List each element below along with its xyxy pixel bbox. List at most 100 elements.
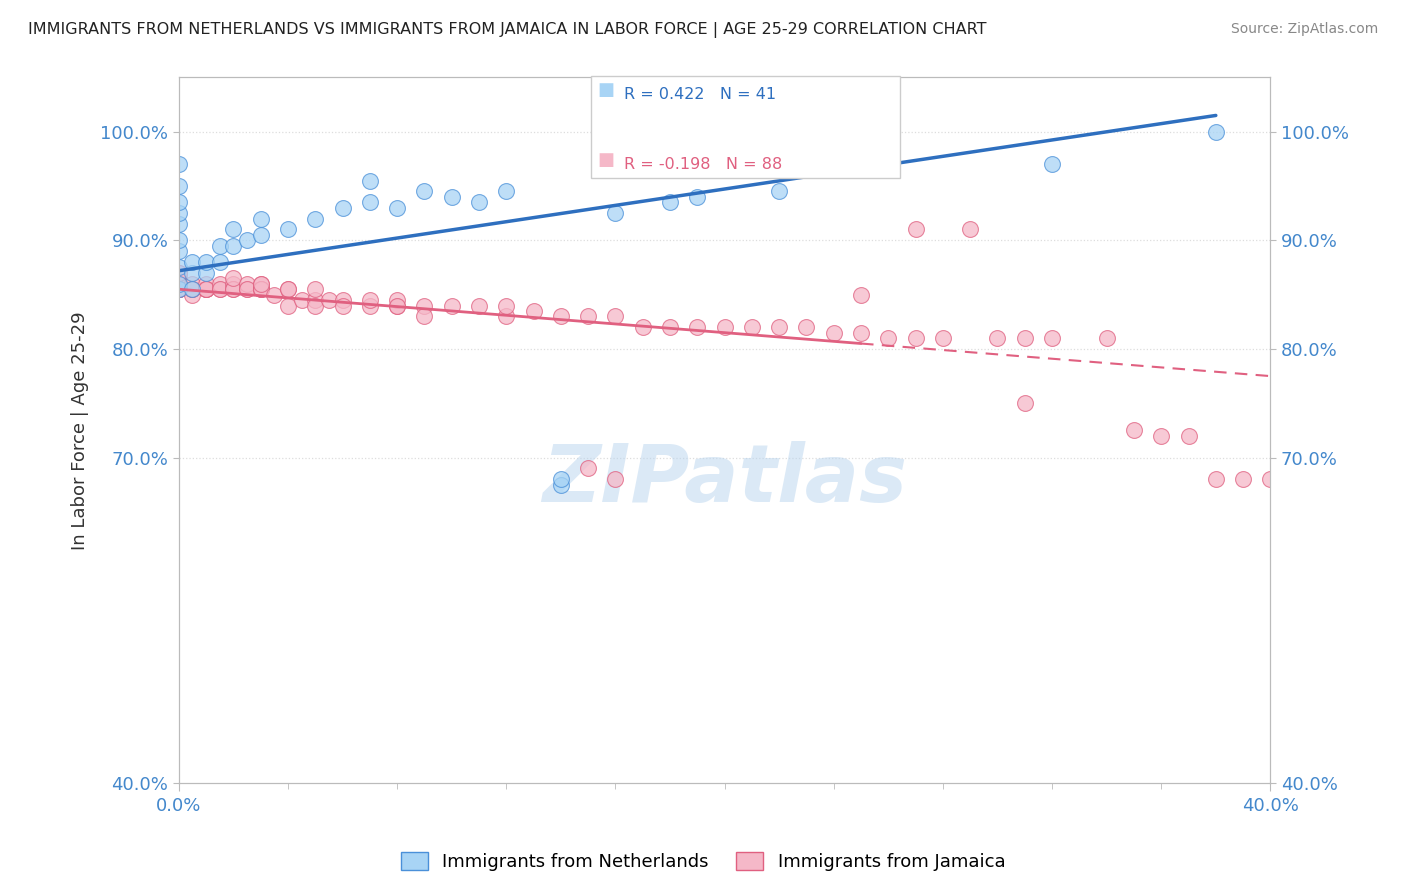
Point xyxy=(222,277,245,291)
Text: ■: ■ xyxy=(598,151,614,169)
Text: ZIPatlas: ZIPatlas xyxy=(543,441,907,519)
Point xyxy=(849,287,872,301)
Point xyxy=(236,282,259,296)
Point xyxy=(167,282,190,296)
Point xyxy=(263,287,285,301)
Point xyxy=(208,255,231,269)
Point xyxy=(631,320,654,334)
Point xyxy=(181,266,204,280)
Point xyxy=(904,222,927,236)
Point xyxy=(181,282,204,296)
Point xyxy=(195,282,218,296)
Point xyxy=(877,162,900,177)
Text: ■: ■ xyxy=(598,81,614,99)
Point xyxy=(195,282,218,296)
Point xyxy=(332,293,354,307)
Point xyxy=(1260,472,1282,486)
Text: R = 0.422   N = 41: R = 0.422 N = 41 xyxy=(624,87,776,102)
Point xyxy=(1095,331,1118,345)
Point xyxy=(167,282,190,296)
Point xyxy=(823,326,845,340)
Point xyxy=(768,320,790,334)
Point xyxy=(277,282,299,296)
Point xyxy=(167,282,190,296)
Point xyxy=(167,217,190,231)
Point xyxy=(1014,396,1036,410)
Point xyxy=(222,271,245,285)
Point xyxy=(195,282,218,296)
Point xyxy=(413,298,436,312)
Point xyxy=(236,233,259,247)
Point xyxy=(385,293,408,307)
Point xyxy=(167,260,190,275)
Point xyxy=(605,472,627,486)
Point xyxy=(181,287,204,301)
Point xyxy=(877,331,900,345)
Point xyxy=(659,195,682,210)
Point xyxy=(686,320,709,334)
Point xyxy=(249,282,271,296)
Y-axis label: In Labor Force | Age 25-29: In Labor Force | Age 25-29 xyxy=(72,311,89,549)
Point xyxy=(1205,472,1227,486)
Point xyxy=(167,233,190,247)
Point xyxy=(1205,125,1227,139)
Point xyxy=(332,298,354,312)
Point xyxy=(495,298,517,312)
Point xyxy=(959,222,981,236)
Point xyxy=(167,277,190,291)
Point xyxy=(1123,424,1146,438)
Point xyxy=(304,211,326,226)
Point xyxy=(167,282,190,296)
Point xyxy=(1014,331,1036,345)
Point xyxy=(249,227,271,242)
Point xyxy=(304,293,326,307)
Point xyxy=(768,185,790,199)
Point xyxy=(550,477,572,491)
Point xyxy=(986,331,1008,345)
Text: R = -0.198   N = 88: R = -0.198 N = 88 xyxy=(624,157,783,171)
Point xyxy=(385,201,408,215)
Point xyxy=(222,222,245,236)
Point xyxy=(318,293,340,307)
Point xyxy=(277,222,299,236)
Point xyxy=(932,331,955,345)
Point xyxy=(849,326,872,340)
Point xyxy=(222,282,245,296)
Text: Source: ZipAtlas.com: Source: ZipAtlas.com xyxy=(1230,22,1378,37)
Point xyxy=(167,277,190,291)
Point xyxy=(576,461,599,475)
Point xyxy=(1177,429,1199,443)
Point xyxy=(385,298,408,312)
Point xyxy=(332,201,354,215)
Point xyxy=(167,206,190,220)
Point xyxy=(249,211,271,226)
Point xyxy=(359,195,381,210)
Point xyxy=(195,277,218,291)
Point xyxy=(167,271,190,285)
Point xyxy=(167,282,190,296)
Point xyxy=(1150,429,1173,443)
Point xyxy=(904,331,927,345)
Point xyxy=(195,282,218,296)
Point xyxy=(208,239,231,253)
Text: IMMIGRANTS FROM NETHERLANDS VS IMMIGRANTS FROM JAMAICA IN LABOR FORCE | AGE 25-2: IMMIGRANTS FROM NETHERLANDS VS IMMIGRANT… xyxy=(28,22,987,38)
Point xyxy=(468,195,491,210)
Point xyxy=(796,320,818,334)
Point xyxy=(277,298,299,312)
Point xyxy=(167,266,190,280)
Point xyxy=(222,239,245,253)
Point xyxy=(195,266,218,280)
Point xyxy=(249,282,271,296)
Point xyxy=(1040,157,1063,171)
Point xyxy=(468,298,491,312)
Point xyxy=(1040,331,1063,345)
Point xyxy=(167,157,190,171)
Point xyxy=(167,179,190,194)
Point xyxy=(208,282,231,296)
Point xyxy=(385,298,408,312)
Point xyxy=(576,310,599,324)
Point xyxy=(249,282,271,296)
Point xyxy=(181,255,204,269)
Point xyxy=(550,310,572,324)
Point xyxy=(359,173,381,187)
